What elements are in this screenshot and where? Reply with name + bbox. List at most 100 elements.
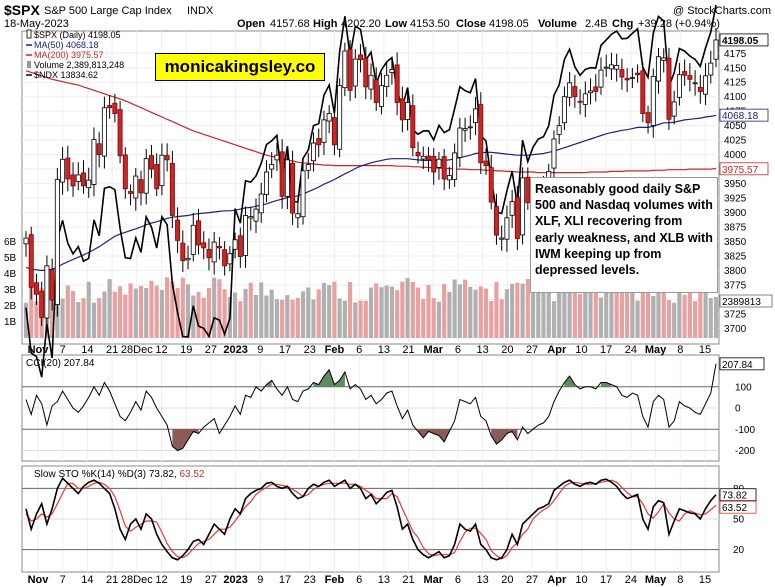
x-tick-label: 27 bbox=[205, 344, 217, 356]
volume-bar bbox=[233, 292, 238, 338]
x-tick-label-bottom: 24 bbox=[625, 574, 637, 586]
candle-body bbox=[551, 138, 557, 169]
candle-body bbox=[619, 69, 625, 78]
candle-body bbox=[211, 241, 217, 263]
x-tick-label: 2023 bbox=[223, 344, 247, 356]
volume-bar bbox=[693, 301, 698, 338]
volume-bar bbox=[118, 286, 123, 338]
header-open-label: Open bbox=[237, 18, 265, 30]
sto-k-line bbox=[25, 476, 717, 561]
candle-body bbox=[608, 64, 614, 70]
candle-body bbox=[49, 269, 55, 301]
candle-body bbox=[697, 87, 703, 92]
volume-bar bbox=[530, 280, 536, 338]
candle-body bbox=[258, 193, 264, 214]
price-tick-label: 3725 bbox=[724, 309, 747, 320]
sto-title: Slow STO %K(14) %D(3) 73.82, 63.52 bbox=[34, 469, 205, 480]
candle-body bbox=[295, 213, 301, 219]
candle-body bbox=[169, 163, 175, 216]
candle-body bbox=[708, 62, 714, 76]
x-tick-label: 9 bbox=[257, 344, 263, 356]
cci-fill bbox=[418, 429, 450, 442]
volume-tag-bg bbox=[719, 294, 773, 308]
candle-body bbox=[311, 142, 316, 162]
volume-bar bbox=[478, 286, 483, 338]
volume-bar bbox=[426, 285, 431, 338]
price-tick-label: 4125 bbox=[724, 78, 747, 89]
volume-tick-label: 2B bbox=[4, 301, 17, 312]
volume-bar bbox=[504, 289, 509, 338]
volume-bar bbox=[525, 279, 530, 338]
volume-bar bbox=[29, 279, 34, 338]
volume-bar bbox=[306, 287, 311, 338]
candle-body bbox=[713, 39, 719, 60]
volume-bar bbox=[415, 287, 421, 338]
candle-body bbox=[91, 139, 97, 185]
volume-bar bbox=[206, 288, 212, 338]
header-open: 4157.68 bbox=[270, 18, 310, 30]
candle-body bbox=[28, 234, 34, 288]
cci-title: CCI(20) 207.84 bbox=[26, 358, 95, 369]
volume-bar bbox=[400, 281, 405, 338]
header-volume-label: Volume bbox=[538, 18, 577, 30]
volume-bar bbox=[656, 283, 661, 338]
volume-bar bbox=[112, 291, 117, 338]
x-tick-label: 24 bbox=[625, 344, 637, 356]
x-tick-label: 13 bbox=[378, 344, 390, 356]
price-tick-label: 3900 bbox=[724, 208, 747, 219]
x-tick-label-bottom: 9 bbox=[257, 574, 263, 586]
x-tick-label-bottom: Feb bbox=[325, 574, 345, 586]
candle-body bbox=[107, 105, 113, 109]
candle-body bbox=[473, 108, 479, 124]
candle-body bbox=[263, 171, 269, 196]
legend-marker bbox=[26, 29, 32, 39]
candle-body bbox=[520, 177, 526, 236]
header-chg: +39.28 (+0.94%) bbox=[638, 18, 720, 30]
candle-body bbox=[457, 127, 463, 158]
header-low: 4153.50 bbox=[410, 18, 450, 30]
volume-bar bbox=[567, 290, 572, 338]
x-tick-label: 21 bbox=[402, 344, 414, 356]
price-tick-label: 3875 bbox=[724, 223, 747, 234]
volume-bar bbox=[50, 291, 55, 338]
header-high-label: High bbox=[313, 18, 338, 30]
candle-body bbox=[253, 208, 259, 222]
ndx-line bbox=[25, 4, 717, 378]
header-name: S&P 500 Large Cap Index bbox=[44, 5, 172, 17]
x-tick-label-bottom: 6 bbox=[356, 574, 362, 586]
x-tick-label: May bbox=[645, 344, 667, 356]
volume-bar bbox=[389, 286, 394, 338]
volume-bar bbox=[170, 281, 175, 338]
volume-bar bbox=[353, 302, 358, 338]
volume-bar bbox=[379, 287, 384, 338]
candle-body bbox=[378, 85, 384, 107]
volume-bar bbox=[149, 280, 154, 338]
header-volume: 2.4B bbox=[585, 18, 608, 30]
header-symbol: $SPX bbox=[4, 2, 40, 18]
header-low-label: Low bbox=[385, 18, 407, 30]
volume-bar bbox=[557, 279, 562, 338]
candle-body bbox=[347, 48, 353, 91]
volume-bar bbox=[666, 300, 672, 338]
x-tick-label: 17 bbox=[279, 344, 291, 356]
candle-body bbox=[441, 156, 447, 180]
volume-bar bbox=[625, 288, 630, 338]
volume-bar bbox=[374, 283, 379, 338]
candle-body bbox=[290, 162, 296, 214]
sto-k-tag-bg bbox=[719, 488, 757, 502]
candle-body bbox=[138, 179, 144, 194]
volume-bar bbox=[442, 284, 447, 338]
volume-bar bbox=[128, 283, 133, 338]
volume-bar bbox=[274, 299, 279, 338]
volume-bar bbox=[614, 278, 619, 338]
x-tick-label-bottom: May bbox=[645, 574, 667, 586]
volume-bar bbox=[201, 297, 206, 338]
candle-body bbox=[331, 117, 337, 146]
volume-bar bbox=[316, 289, 321, 338]
volume-bar bbox=[285, 295, 290, 338]
legend-marker bbox=[27, 61, 31, 68]
cci-tick-label: -200 bbox=[735, 446, 755, 457]
price-tick-label: 3800 bbox=[724, 266, 747, 277]
candle-body bbox=[656, 56, 661, 82]
legend-entry: $SPX (Daily) 4198.05 bbox=[34, 30, 121, 40]
